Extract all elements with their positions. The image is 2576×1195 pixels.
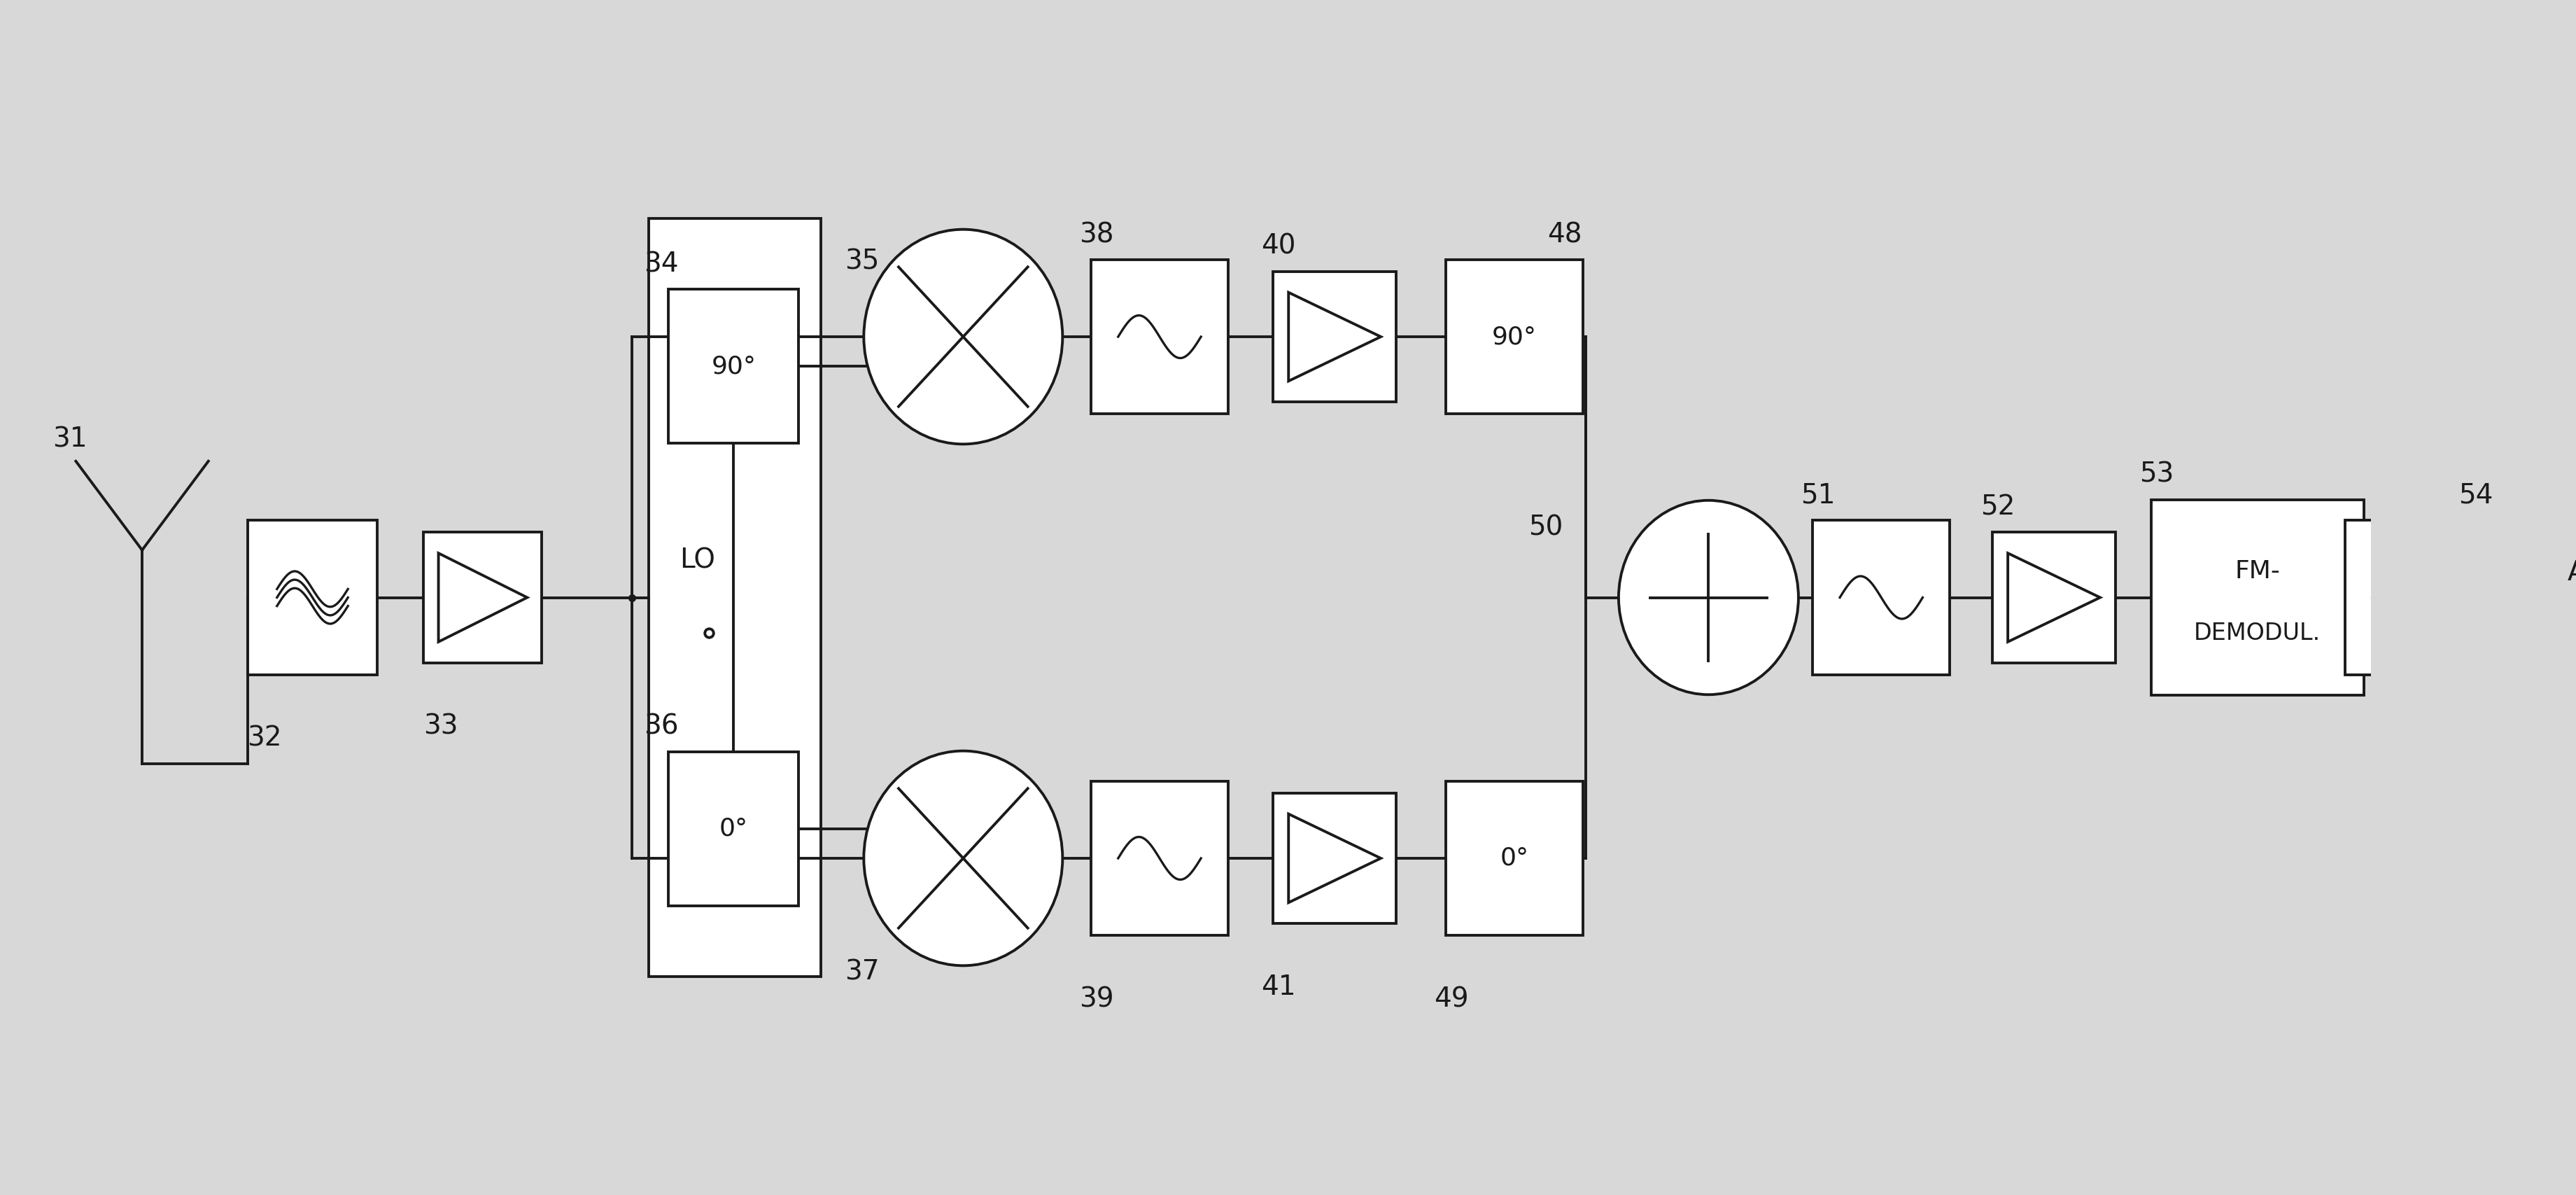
- FancyBboxPatch shape: [670, 752, 799, 906]
- FancyBboxPatch shape: [1445, 259, 1584, 413]
- Text: AF: AF: [2568, 559, 2576, 586]
- Text: 51: 51: [1801, 482, 1837, 509]
- FancyBboxPatch shape: [1445, 782, 1584, 936]
- Circle shape: [863, 229, 1061, 445]
- Text: 34: 34: [644, 251, 677, 277]
- Text: 38: 38: [1079, 221, 1113, 247]
- Text: 33: 33: [422, 713, 459, 740]
- FancyBboxPatch shape: [422, 532, 541, 663]
- FancyBboxPatch shape: [649, 219, 822, 976]
- Circle shape: [863, 750, 1061, 966]
- Polygon shape: [2007, 553, 2099, 642]
- Circle shape: [1618, 501, 1798, 694]
- FancyBboxPatch shape: [2151, 500, 2365, 695]
- Text: 48: 48: [1548, 221, 1582, 247]
- Text: 37: 37: [845, 958, 878, 985]
- FancyBboxPatch shape: [1273, 793, 1396, 924]
- Text: 0°: 0°: [719, 816, 747, 840]
- Text: 0°: 0°: [1499, 846, 1530, 870]
- Text: 35: 35: [845, 249, 878, 275]
- Text: 52: 52: [1981, 494, 2014, 521]
- Text: 50: 50: [1528, 514, 1564, 540]
- Polygon shape: [438, 553, 528, 642]
- FancyBboxPatch shape: [1092, 259, 1229, 413]
- Text: 40: 40: [1262, 233, 1296, 259]
- FancyBboxPatch shape: [1273, 271, 1396, 402]
- Text: 49: 49: [1435, 986, 1468, 1012]
- Text: 41: 41: [1262, 974, 1296, 1000]
- FancyBboxPatch shape: [1814, 521, 1950, 674]
- Text: LO: LO: [680, 547, 716, 574]
- FancyBboxPatch shape: [247, 521, 379, 674]
- FancyBboxPatch shape: [1991, 532, 2115, 663]
- Text: 39: 39: [1079, 986, 1113, 1012]
- Polygon shape: [1288, 814, 1381, 902]
- Text: 54: 54: [2458, 482, 2494, 509]
- Text: 53: 53: [2138, 461, 2174, 488]
- FancyBboxPatch shape: [1092, 782, 1229, 936]
- Text: DEMODUL.: DEMODUL.: [2195, 621, 2321, 644]
- FancyBboxPatch shape: [670, 289, 799, 443]
- Text: 31: 31: [52, 427, 88, 453]
- FancyBboxPatch shape: [2344, 521, 2483, 674]
- Text: 90°: 90°: [1492, 325, 1538, 349]
- Polygon shape: [1288, 293, 1381, 381]
- Text: 32: 32: [247, 725, 281, 752]
- Text: FM-: FM-: [2236, 559, 2280, 583]
- Text: 90°: 90°: [711, 355, 755, 379]
- Text: 36: 36: [644, 713, 677, 740]
